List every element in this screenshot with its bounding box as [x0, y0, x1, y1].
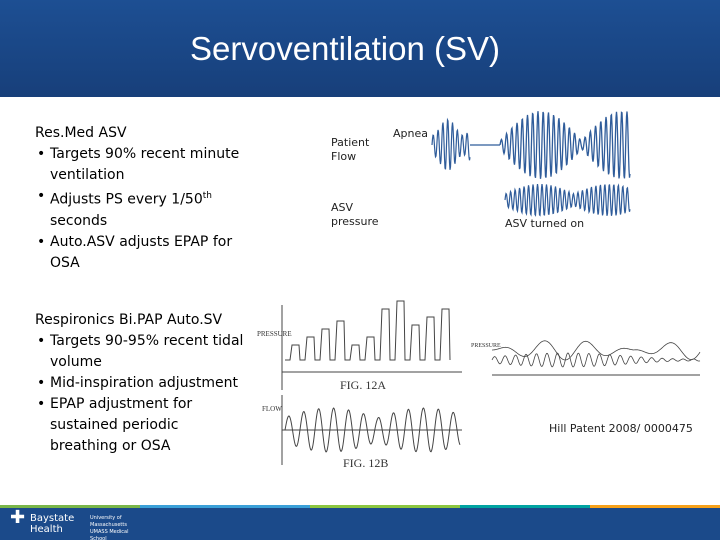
- bullet-text: seconds: [50, 212, 108, 229]
- stripe: [590, 505, 720, 508]
- waveform: [504, 183, 631, 217]
- logo-line: University of Massachusetts: [90, 515, 127, 528]
- stripe: [140, 505, 310, 508]
- logo-line: Health: [30, 524, 63, 535]
- waveform: [431, 117, 471, 170]
- label: ASV pressure: [331, 201, 379, 228]
- patent-label: FLOW: [262, 405, 282, 413]
- bullet: Auto.ASV adjusts EPAP for OSA: [37, 232, 260, 274]
- waveform: [284, 407, 461, 453]
- section-heading: Respironics Bi.PAP Auto.SV: [35, 312, 223, 328]
- label: Patient Flow: [331, 136, 370, 163]
- section-heading: Res.Med ASV: [35, 125, 127, 141]
- stripe: [460, 505, 590, 508]
- section: Respironics Bi.PAP Auto.SV Targets 90-95…: [35, 310, 250, 457]
- superscript: th: [202, 191, 212, 201]
- stripe: [0, 505, 140, 508]
- bullet: Adjusts PS every 1/50th seconds: [37, 186, 260, 232]
- bullet: Mid-inspiration adjustment: [37, 373, 250, 394]
- patent-label: PRESSURE: [257, 330, 292, 338]
- patent-label: FIG. 12B: [343, 456, 389, 470]
- bullet: Targets 90% recent minute ventilation: [37, 144, 260, 186]
- footer-band: [0, 508, 720, 540]
- label: ASV turned on: [505, 217, 585, 230]
- waveform: [491, 352, 701, 368]
- logo-icon: ✚: [10, 507, 26, 528]
- caption: Hill Patent 2008/ 0000475: [549, 422, 693, 435]
- title: Servoventilation (SV): [190, 30, 500, 67]
- bullet: EPAP adjustment for sustained periodic b…: [37, 394, 250, 457]
- patent-label: FIG. 12A: [340, 378, 387, 392]
- stripe: [310, 505, 460, 508]
- waveform: [499, 111, 631, 179]
- logo-line: Baystate: [30, 513, 75, 524]
- label: Apnea: [393, 127, 428, 140]
- logo-line: UMASS Medical School: [90, 529, 129, 542]
- bullet: Targets 90-95% recent tidal volume: [37, 331, 250, 373]
- logo-text: University of Massachusetts UMASS Medical…: [90, 515, 135, 543]
- bullet-text: Adjusts PS every 1/50: [50, 191, 203, 208]
- waveform: [285, 300, 451, 361]
- header-band: [0, 0, 720, 97]
- waveform: [492, 340, 701, 361]
- logo-text: Baystate Health: [30, 513, 74, 535]
- patent-label: PRESSURE: [471, 343, 501, 349]
- section: Res.Med ASV Targets 90% recent minute ve…: [35, 123, 260, 274]
